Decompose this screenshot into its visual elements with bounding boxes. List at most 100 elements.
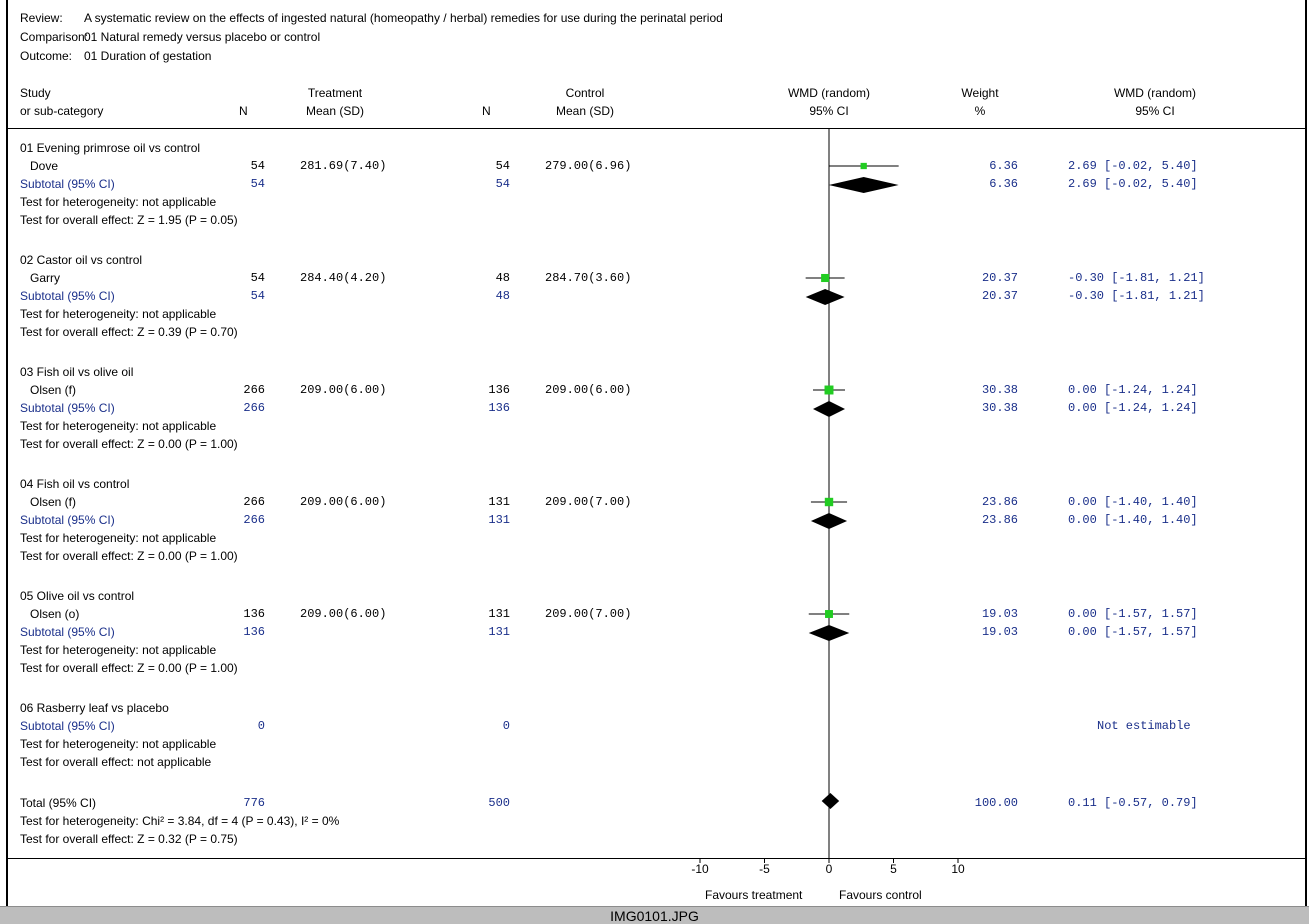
study-weight: 23.86 xyxy=(981,495,1018,509)
study-n-control: 54 xyxy=(495,159,510,173)
study-n-control: 48 xyxy=(495,271,510,285)
subtotal-weight: 23.86 xyxy=(981,513,1018,527)
subtotal-n-treatment: 266 xyxy=(243,513,265,527)
subtotal-diamond xyxy=(808,625,850,641)
outcome-text: 01 Duration of gestation xyxy=(84,49,212,63)
header-control: Control xyxy=(565,86,605,100)
study-marker xyxy=(860,162,867,170)
image-filename: IMG0101.JPG xyxy=(610,908,699,924)
total-n-control: 500 xyxy=(488,796,510,810)
study-marker xyxy=(821,273,830,283)
subtotal-n-control: 131 xyxy=(488,513,510,527)
study-name: Dove xyxy=(30,159,59,173)
study-n-control: 131 xyxy=(488,607,510,621)
study-mean-control: 279.00(6.96) xyxy=(545,159,632,173)
subtotal-label: Subtotal (95% CI) xyxy=(20,719,115,733)
study-ci: -0.30 [-1.81, 1.21] xyxy=(1068,271,1205,285)
overall-effect-test: Test for overall effect: not applicable xyxy=(20,755,212,769)
study-ci: 2.69 [-0.02, 5.40] xyxy=(1068,159,1198,173)
study-mean-treatment: 281.69(7.40) xyxy=(300,159,387,173)
subtotal-ci: -0.30 [-1.81, 1.21] xyxy=(1068,289,1205,303)
header-plot-wmd: WMD (random) xyxy=(787,86,870,100)
header-n-treatment: N xyxy=(239,104,248,118)
study-marker xyxy=(824,385,834,395)
overall-effect-test: Test for overall effect: Z = 0.39 (P = 0… xyxy=(20,325,238,339)
overall-effect-test: Test for overall effect: Z = 0.00 (P = 1… xyxy=(20,437,238,451)
study-ci: 0.00 [-1.57, 1.57] xyxy=(1068,607,1198,621)
image-filename-bar: IMG0101.JPG xyxy=(0,906,1309,924)
study-n-control: 131 xyxy=(488,495,510,509)
header-weight-pct: % xyxy=(974,104,986,118)
subtotal-n-control: 136 xyxy=(488,401,510,415)
study-weight: 30.38 xyxy=(981,383,1018,397)
study-n-treatment: 266 xyxy=(243,495,265,509)
subtotal-ci: Not estimable xyxy=(1097,719,1191,733)
header-ci-wmd: WMD (random) xyxy=(1113,86,1196,100)
subtotal-n-control: 131 xyxy=(488,625,510,639)
subtotal-weight: 6.36 xyxy=(989,177,1018,191)
subtotal-n-treatment: 266 xyxy=(243,401,265,415)
total-n-treatment: 776 xyxy=(243,796,265,810)
group-title: 06 Rasberry leaf vs placebo xyxy=(20,701,169,715)
group-title: 05 Olive oil vs control xyxy=(20,589,135,603)
subtotal-n-control: 48 xyxy=(495,289,510,303)
study-mean-treatment: 209.00(6.00) xyxy=(300,383,387,397)
forest-plot-frame xyxy=(6,0,1307,906)
footer-rule xyxy=(8,858,1307,859)
heterogeneity-test: Test for heterogeneity: not applicable xyxy=(20,419,217,433)
subtotal-diamond xyxy=(813,401,845,417)
heterogeneity-test: Test for heterogeneity: not applicable xyxy=(20,643,217,657)
study-mean-control: 209.00(6.00) xyxy=(545,383,632,397)
group-title: 01 Evening primrose oil vs control xyxy=(20,141,201,155)
heterogeneity-test: Test for heterogeneity: not applicable xyxy=(20,195,217,209)
study-weight: 6.36 xyxy=(989,159,1018,173)
study-mean-treatment: 209.00(6.00) xyxy=(300,607,387,621)
study-n-treatment: 54 xyxy=(250,271,265,285)
study-n-treatment: 136 xyxy=(243,607,265,621)
subtotal-weight: 19.03 xyxy=(981,625,1018,639)
overall-effect-test: Test for overall effect: Z = 1.95 (P = 0… xyxy=(20,213,238,227)
study-mean-control: 209.00(7.00) xyxy=(545,495,632,509)
total-overall-effect: Test for overall effect: Z = 0.32 (P = 0… xyxy=(20,832,238,846)
x-tick-label: 10 xyxy=(951,862,965,876)
group-title: 03 Fish oil vs olive oil xyxy=(20,365,134,379)
review-text: A systematic review on the effects of in… xyxy=(84,11,723,25)
study-weight: 20.37 xyxy=(981,271,1018,285)
favours-control-label: Favours control xyxy=(839,888,922,902)
heterogeneity-test: Test for heterogeneity: not applicable xyxy=(20,307,217,321)
subtotal-label: Subtotal (95% CI) xyxy=(20,289,115,303)
study-n-control: 136 xyxy=(488,383,510,397)
x-tick-label: 5 xyxy=(890,862,897,876)
header-weight: Weight xyxy=(961,86,999,100)
study-n-treatment: 266 xyxy=(243,383,265,397)
study-mean-treatment: 284.40(4.20) xyxy=(300,271,387,285)
subtotal-diamond xyxy=(805,289,845,305)
subtotal-ci: 0.00 [-1.40, 1.40] xyxy=(1068,513,1198,527)
total-heterogeneity: Test for heterogeneity: Chi² = 3.84, df … xyxy=(20,814,340,828)
total-label: Total (95% CI) xyxy=(20,796,97,810)
subtotal-diamond xyxy=(828,177,899,193)
subtotal-n-treatment: 54 xyxy=(250,289,265,303)
subtotal-n-control: 0 xyxy=(502,719,510,733)
header-treatment-mean: Mean (SD) xyxy=(305,104,364,118)
subtotal-n-treatment: 136 xyxy=(243,625,265,639)
subtotal-ci: 2.69 [-0.02, 5.40] xyxy=(1068,177,1198,191)
subtotal-label: Subtotal (95% CI) xyxy=(20,625,115,639)
subtotal-ci: 0.00 [-1.57, 1.57] xyxy=(1068,625,1198,639)
heterogeneity-test: Test for heterogeneity: not applicable xyxy=(20,531,217,545)
subtotal-n-control: 54 xyxy=(495,177,510,191)
study-mean-treatment: 209.00(6.00) xyxy=(300,495,387,509)
subtotal-label: Subtotal (95% CI) xyxy=(20,513,115,527)
overall-effect-test: Test for overall effect: Z = 0.00 (P = 1… xyxy=(20,661,238,675)
total-ci: 0.11 [-0.57, 0.79] xyxy=(1068,796,1198,810)
favours-treatment-label: Favours treatment xyxy=(705,888,803,902)
header-plot-ci: 95% CI xyxy=(809,104,849,118)
subtotal-weight: 20.37 xyxy=(981,289,1018,303)
study-marker xyxy=(825,610,833,618)
study-mean-control: 209.00(7.00) xyxy=(545,607,632,621)
outcome-label: Outcome: xyxy=(20,49,73,63)
header-ci-95: 95% CI xyxy=(1135,104,1175,118)
heterogeneity-test: Test for heterogeneity: not applicable xyxy=(20,737,217,751)
study-name: Olsen (o) xyxy=(30,607,80,621)
